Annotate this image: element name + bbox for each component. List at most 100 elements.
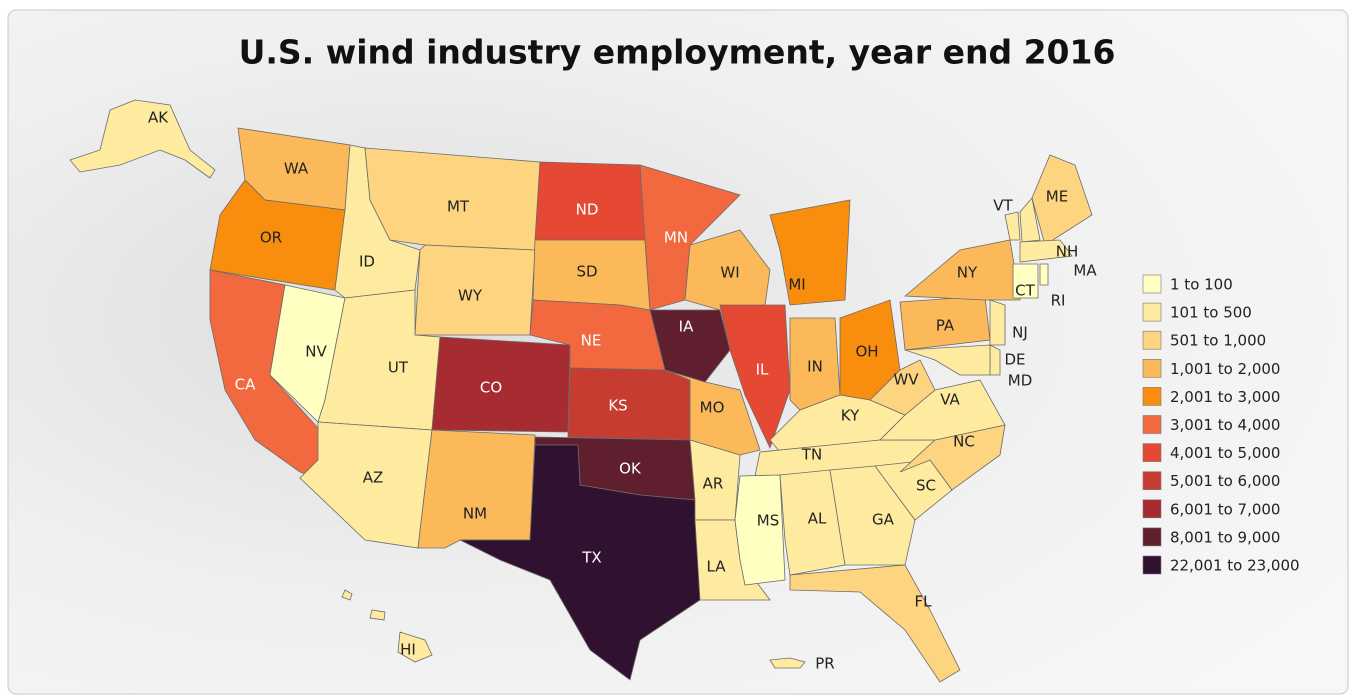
state-label: WI: [720, 264, 739, 282]
state-label: WV: [893, 371, 919, 389]
state-label: CA: [235, 376, 256, 394]
state-label: NY: [957, 264, 978, 282]
state-shape: [1031, 154, 1093, 246]
legend-swatch: [1142, 387, 1162, 406]
legend-label: 1,001 to 2,000: [1170, 360, 1280, 378]
legend-swatch: [1142, 302, 1162, 322]
legend-label: 5,001 to 6,000: [1170, 472, 1280, 490]
legend-label: 1 to 100: [1170, 276, 1233, 294]
legend-swatch: [1142, 499, 1162, 519]
state-shape: [989, 299, 1006, 346]
legend-swatch: [1142, 555, 1162, 575]
state-label: MT: [447, 198, 470, 216]
state-label: AR: [703, 475, 724, 493]
state-shape: [789, 564, 961, 683]
state-label: OK: [619, 460, 642, 478]
state-label: MA: [1073, 262, 1097, 280]
state-shape: [567, 367, 691, 441]
state-label: KY: [841, 407, 860, 425]
legend-swatch: [1142, 330, 1162, 350]
state-label: NH: [1056, 243, 1079, 261]
state-label: OR: [260, 229, 282, 247]
state-shape: [769, 199, 851, 306]
state-label: SD: [576, 263, 597, 281]
state-shape: [1004, 211, 1021, 241]
state-shape: [664, 369, 761, 456]
state-shape: [869, 359, 936, 416]
state-label: TX: [581, 549, 601, 567]
legend-swatch: [1142, 527, 1162, 547]
legend-label: 101 to 500: [1170, 304, 1252, 322]
state-label: TN: [801, 446, 822, 464]
state-label: PA: [936, 317, 955, 335]
state-label: AL: [808, 510, 827, 528]
state-label: VT: [993, 197, 1013, 215]
state-label: ID: [359, 253, 375, 271]
states: [69, 99, 1093, 683]
state-shape: [459, 444, 701, 681]
state-shape: [904, 344, 991, 376]
state-label: UT: [388, 359, 409, 377]
state-label: ME: [1046, 188, 1068, 206]
state-label: SC: [916, 477, 936, 495]
state-shape: [397, 631, 433, 663]
state-label: MI: [788, 276, 805, 294]
legend-label: 2,001 to 3,000: [1170, 388, 1280, 406]
state-label: VA: [940, 391, 960, 409]
state-label: CT: [1015, 282, 1035, 300]
state-shape: [769, 657, 806, 669]
state-label: KS: [608, 397, 627, 415]
state-shape: [719, 304, 791, 450]
state-label: NM: [463, 505, 487, 523]
state-label: IA: [679, 318, 694, 336]
legend-swatch: [1142, 471, 1162, 491]
legend-label: 22,001 to 23,000: [1170, 557, 1300, 575]
state-shape: [69, 99, 216, 179]
legend-swatch: [1142, 274, 1162, 294]
map-title: U.S. wind industry employment, year end …: [239, 33, 1116, 72]
legend-label: 6,001 to 7,000: [1170, 500, 1280, 518]
legend-swatch: [1142, 415, 1162, 434]
state-label: OH: [855, 343, 878, 361]
state-shape: [1012, 263, 1039, 299]
state-label: LA: [707, 558, 727, 576]
state-shape: [1019, 197, 1041, 243]
state-label: WA: [284, 160, 309, 178]
state-shape: [369, 609, 386, 621]
legend-swatch: [1142, 358, 1162, 378]
state-shape: [417, 429, 536, 549]
state-label: PR: [815, 655, 834, 673]
state-label: MS: [757, 512, 779, 530]
legend-label: 501 to 1,000: [1170, 332, 1266, 350]
state-label: GA: [872, 511, 895, 529]
state-shape: [779, 469, 846, 576]
state-label: IL: [756, 361, 769, 379]
state-label: WY: [458, 287, 483, 305]
legend-label: 4,001 to 5,000: [1170, 444, 1280, 462]
state-label: NC: [953, 433, 975, 451]
state-shape: [649, 309, 731, 383]
state-label: NV: [305, 343, 327, 361]
state-shape: [989, 344, 1001, 376]
state-label: RI: [1051, 292, 1066, 310]
state-label: AZ: [363, 469, 384, 487]
state-label: MN: [664, 229, 688, 247]
state-label: IN: [807, 358, 823, 376]
state-label: CO: [480, 379, 502, 397]
state-shape: [1019, 239, 1073, 263]
state-shape: [734, 474, 786, 586]
state-label: MO: [700, 399, 725, 417]
state-labels: AK HI WA OR CA NV ID MT WY UT AZ CO NM ND SD NE KS OK TX MN…: [148, 109, 1097, 673]
legend-label: 8,001 to 9,000: [1170, 528, 1280, 546]
state-label: NE: [581, 332, 602, 350]
state-label: DE: [1004, 351, 1025, 369]
legend-swatch: [1142, 443, 1162, 462]
state-label: NJ: [1012, 324, 1028, 342]
state-shape: [1039, 263, 1049, 286]
state-shape: [829, 465, 916, 566]
state-label: HI: [400, 641, 416, 659]
state-label: AK: [148, 109, 169, 127]
legend: 1 to 100 101 to 500 501 to 1,000 1,001 to 2…: [1142, 274, 1300, 575]
state-label: FL: [915, 593, 933, 611]
state-shape: [341, 589, 353, 601]
